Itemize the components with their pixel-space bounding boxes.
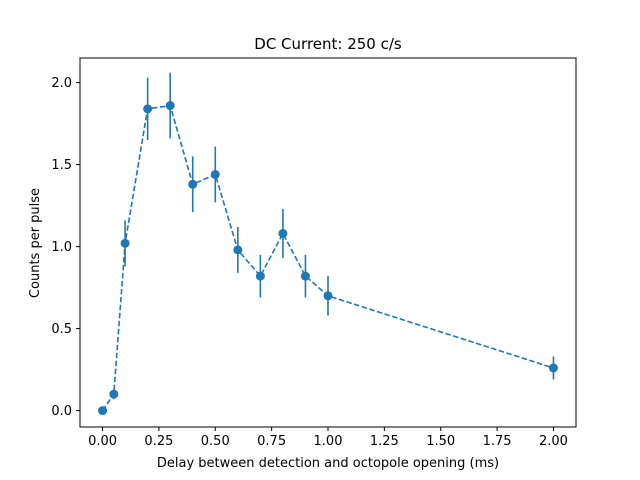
- data-point-6: [210, 169, 220, 179]
- x-tick-label-3: 0.75: [257, 434, 286, 449]
- x-tick-label-5: 1.25: [370, 434, 399, 449]
- data-point-12: [548, 363, 558, 373]
- x-tick-label-6: 1.50: [426, 434, 455, 449]
- x-axis-label: Delay between detection and octopole ope…: [157, 456, 499, 471]
- data-point-3: [143, 104, 153, 114]
- plot-area: [98, 72, 558, 416]
- y-tick-label-2: 1.0: [51, 240, 72, 255]
- x-axis: 0.00 0.25 0.50 0.75 1.00 1.25 1.50 1.75 2.00: [88, 427, 568, 449]
- x-tick-label-8: 2.00: [539, 434, 568, 449]
- data-point-9: [278, 228, 288, 238]
- chart-title: DC Current: 250 c/s: [254, 35, 402, 53]
- y-tick-label-4: 2.0: [51, 76, 72, 91]
- y-tick-label-3: 1.5: [51, 158, 72, 173]
- x-tick-label-0: 0.00: [88, 434, 117, 449]
- data-point-5: [188, 179, 198, 189]
- data-point-0: [98, 406, 108, 416]
- x-tick-label-4: 1.00: [314, 434, 343, 449]
- y-tick-label-1: 0.5: [51, 322, 72, 337]
- x-tick-label-2: 0.50: [201, 434, 230, 449]
- x-tick-label-1: 0.25: [144, 434, 173, 449]
- data-point-10: [300, 271, 310, 281]
- y-axis: 0.0 0.5 1.0 1.5 2.0: [51, 76, 80, 419]
- data-point-11: [323, 291, 333, 301]
- data-point-7: [233, 245, 243, 255]
- data-point-2: [120, 238, 130, 248]
- x-tick-label-7: 1.75: [483, 434, 512, 449]
- y-axis-label: Counts per pulse: [28, 188, 43, 298]
- y-tick-label-0: 0.0: [51, 404, 72, 419]
- data-point-1: [109, 389, 119, 399]
- data-point-8: [255, 271, 265, 281]
- data-point-4: [165, 101, 175, 111]
